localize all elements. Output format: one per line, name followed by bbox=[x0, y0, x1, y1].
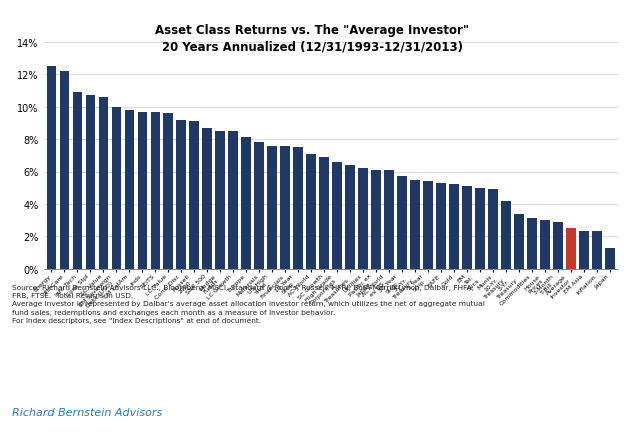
Bar bbox=[280, 146, 290, 269]
Bar bbox=[190, 122, 199, 269]
Bar bbox=[540, 220, 550, 269]
Bar bbox=[333, 162, 342, 269]
Bar bbox=[99, 98, 109, 269]
Bar bbox=[527, 219, 537, 269]
Bar bbox=[553, 222, 563, 269]
Bar bbox=[462, 187, 472, 269]
Bar bbox=[306, 155, 316, 269]
Bar bbox=[449, 185, 459, 269]
Text: Asset Class Returns vs. The "Average Investor"
20 Years Annualized (12/31/1993-1: Asset Class Returns vs. The "Average Inv… bbox=[155, 24, 469, 54]
Bar bbox=[215, 132, 225, 269]
Bar bbox=[579, 232, 589, 269]
Bar bbox=[423, 182, 433, 269]
Bar bbox=[255, 143, 264, 269]
Bar bbox=[72, 93, 82, 269]
Bar bbox=[397, 177, 407, 269]
Bar bbox=[592, 232, 602, 269]
Bar bbox=[47, 67, 56, 269]
Bar bbox=[202, 128, 212, 269]
Bar bbox=[137, 112, 147, 269]
Bar bbox=[241, 138, 251, 269]
Bar bbox=[514, 214, 524, 269]
Bar bbox=[358, 169, 368, 269]
Bar bbox=[371, 171, 381, 269]
Text: Source: Richard Bernstein Advisors LLC., Bloomberg, MSCI, Standard & Poor's, Rus: Source: Richard Bernstein Advisors LLC.,… bbox=[12, 284, 485, 323]
Bar bbox=[605, 248, 615, 269]
Bar bbox=[59, 72, 69, 269]
Bar bbox=[228, 132, 238, 269]
Bar bbox=[268, 146, 277, 269]
Bar bbox=[436, 184, 446, 269]
Bar bbox=[345, 166, 355, 269]
Bar bbox=[293, 148, 303, 269]
Bar bbox=[85, 96, 95, 269]
Bar bbox=[150, 112, 160, 269]
Text: Richard Bernstein Advisors: Richard Bernstein Advisors bbox=[12, 407, 163, 417]
Bar bbox=[384, 171, 394, 269]
Bar bbox=[501, 201, 511, 269]
Bar bbox=[163, 114, 173, 269]
Bar bbox=[125, 111, 134, 269]
Bar bbox=[112, 108, 121, 269]
Bar bbox=[177, 120, 186, 269]
Bar bbox=[319, 158, 329, 269]
Bar bbox=[566, 229, 576, 269]
Bar bbox=[475, 188, 485, 269]
Bar bbox=[410, 180, 420, 269]
Bar bbox=[488, 190, 498, 269]
